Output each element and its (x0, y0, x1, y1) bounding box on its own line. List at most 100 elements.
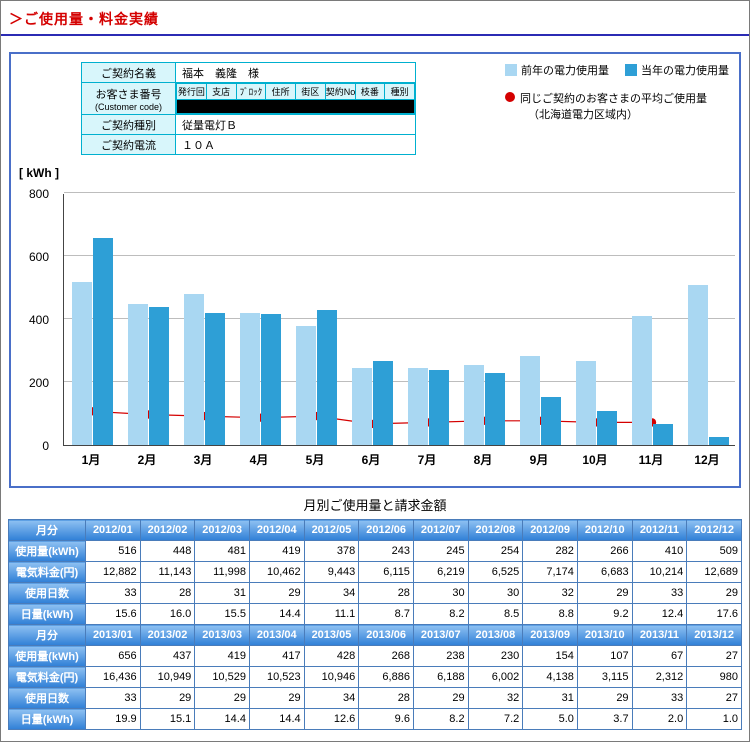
days-value: 33 (85, 687, 141, 709)
daily-value: 2.0 (631, 708, 688, 730)
days-value: 34 (303, 582, 360, 604)
usage-value: 656 (85, 645, 141, 667)
customer-code-cell: 発行回 支店 ﾌﾞﾛｯｸ 住所 街区 契約No. 枝番 種別 (175, 82, 416, 115)
y-tick-label: 0 (42, 439, 49, 453)
usage-value: 516 (85, 540, 141, 562)
month-header: 2012/05 (303, 519, 360, 541)
days-value: 31 (522, 687, 578, 709)
daily-value: 15.5 (194, 603, 250, 625)
prev-year-bar (575, 361, 596, 445)
charge-value: 10,946 (303, 666, 360, 688)
charge-value: 10,529 (194, 666, 250, 688)
days-value: 29 (686, 582, 742, 604)
days-value: 27 (686, 687, 742, 709)
month-header: 2012/11 (631, 519, 688, 541)
daily-value: 9.6 (358, 708, 414, 730)
curr-year-bar (316, 310, 337, 445)
daily-value: 8.2 (412, 708, 469, 730)
curr-year-bar (484, 372, 505, 445)
month-header: 2012/02 (139, 519, 196, 541)
curr-year-bar (540, 396, 561, 445)
charge-value: 11,143 (139, 561, 196, 583)
days-value: 29 (194, 687, 250, 709)
charge-value: 6,188 (412, 666, 469, 688)
x-axis-label: 5月 (305, 453, 325, 467)
month-header: 2013/12 (686, 624, 742, 646)
customer-code-row: お客さま番号 (Customer code) 発行回 支店 ﾌﾞﾛｯｸ 住所 街区 契約N… (81, 82, 416, 115)
usage-value: 282 (522, 540, 578, 562)
y-tick-label: 400 (28, 313, 49, 327)
usage-value: 410 (631, 540, 688, 562)
month-header: 2013/10 (576, 624, 633, 646)
curr-year-swatch-icon (625, 64, 637, 76)
customer-code-column: ﾌﾞﾛｯｸ (235, 83, 267, 100)
days-value: 28 (358, 582, 414, 604)
curr-year-bar (596, 411, 617, 445)
days-value: 33 (85, 582, 141, 604)
contract-current-label: ご契約電流 (81, 134, 176, 155)
daily-value: 14.4 (194, 708, 250, 730)
x-axis-label: 4月 (249, 453, 269, 467)
month-header: 2013/09 (522, 624, 578, 646)
charge-value: 10,523 (248, 666, 305, 688)
contract-type-label: ご契約種別 (81, 114, 176, 135)
charge-value: 6,525 (467, 561, 524, 583)
row-label: 日量(kWh) (8, 603, 86, 625)
daily-row: 日量(kWh) 19.9 15.1 14.4 14.4 12.6 9.6 8.2 7.2 5.0 3… (8, 708, 742, 730)
customer-code-table: 発行回 支店 ﾌﾞﾛｯｸ 住所 街区 契約No. 枝番 種別 (176, 83, 415, 114)
month-header: 2013/03 (194, 624, 250, 646)
customer-code-label-en: (Customer code) (94, 101, 163, 112)
month-header: 2013/04 (248, 624, 305, 646)
row-label: 電気料金(円) (8, 561, 86, 583)
days-value: 29 (248, 687, 305, 709)
charge-value: 9,443 (303, 561, 360, 583)
y-axis-ticks: 0 200 400 600 800 (11, 187, 57, 453)
customer-code-header-row: 発行回 支店 ﾌﾞﾛｯｸ 住所 街区 契約No. 枝番 種別 (176, 83, 415, 100)
prev-year-bar (127, 303, 148, 445)
gridline (64, 381, 735, 382)
usage-value: 230 (467, 645, 524, 667)
month-header: 2012/08 (467, 519, 524, 541)
usage-value: 27 (686, 645, 742, 667)
row-label: 日量(kWh) (8, 708, 86, 730)
charge-value: 12,689 (686, 561, 742, 583)
charge-row: 電気料金(円) 16,436 10,949 10,529 10,523 10,946 6,8… (8, 666, 742, 688)
x-axis-labels: 1月 2月 3月 4月 5月 6月 7月 8月 9月 10月 11月 12月 (63, 451, 735, 469)
usage-value: 448 (139, 540, 196, 562)
row-label: 使用量(kWh) (8, 540, 86, 562)
legend-curr-year-label: 当年の電力使用量 (641, 65, 729, 77)
contract-type-value: 従量電灯Ｂ (175, 114, 416, 135)
page-header: ＞ご使用量・料金実績 (1, 1, 749, 36)
customer-code-column: 街区 (295, 83, 326, 100)
customer-code-column: 枝番 (354, 83, 386, 100)
month-header: 2013/01 (85, 624, 141, 646)
customer-code-label-jp: お客さま番号 (95, 88, 162, 101)
month-header: 2012/09 (522, 519, 578, 541)
usage-row: 使用量(kWh) 656 437 419 417 428 268 238 230 154 107 67… (8, 645, 742, 667)
average-dot-icon (505, 92, 515, 102)
usage-value: 428 (303, 645, 360, 667)
monthly-data-table: 月分 2012/01 2012/02 2012/03 2012/04 2012/05 201… (8, 519, 742, 730)
daily-value: 17.6 (686, 603, 742, 625)
prev-year-bar (463, 365, 484, 445)
usage-value: 245 (412, 540, 469, 562)
days-value: 29 (248, 582, 305, 604)
row-label: 使用日数 (8, 687, 86, 709)
prev-year-bar (239, 313, 260, 445)
legend-prev-year: 前年の電力使用量 (505, 62, 609, 78)
charge-value: 7,174 (522, 561, 578, 583)
x-axis-label: 9月 (529, 453, 549, 467)
x-axis-label: 3月 (193, 453, 213, 467)
charge-value: 980 (686, 666, 742, 688)
daily-value: 8.8 (522, 603, 578, 625)
usage-value: 378 (303, 540, 360, 562)
month-header: 2012/03 (194, 519, 250, 541)
daily-value: 19.9 (85, 708, 141, 730)
charge-value: 4,138 (522, 666, 578, 688)
prev-year-swatch-icon (505, 64, 517, 76)
month-header: 2012/07 (412, 519, 469, 541)
usage-value: 481 (194, 540, 250, 562)
charge-value: 6,683 (576, 561, 633, 583)
month-header: 2012/01 (85, 519, 141, 541)
month-header: 2013/07 (412, 624, 469, 646)
